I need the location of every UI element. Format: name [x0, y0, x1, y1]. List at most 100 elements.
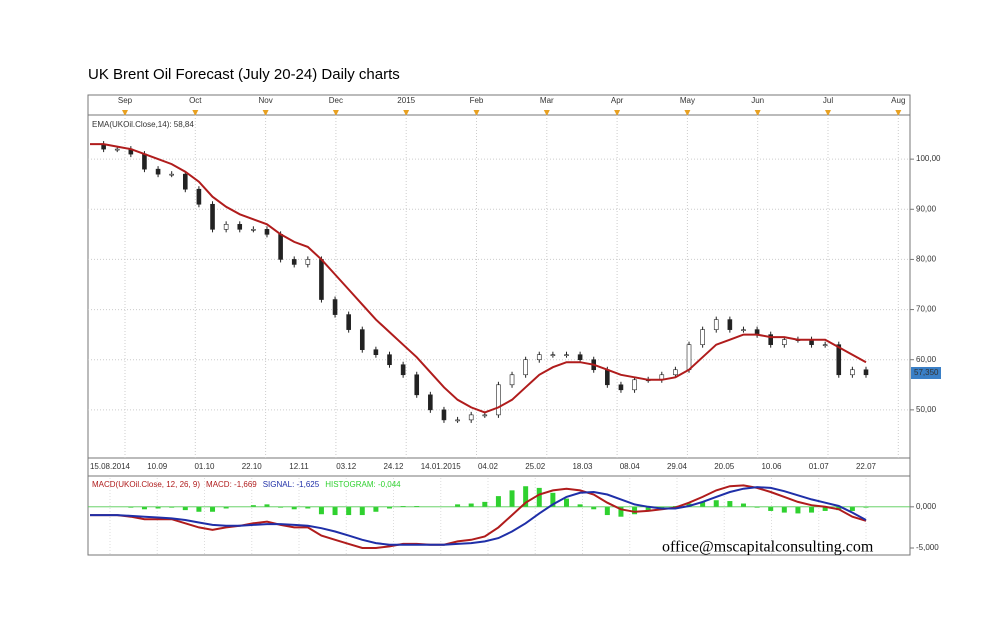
- histogram-bar: [863, 506, 869, 508]
- histogram-bar: [618, 506, 624, 517]
- candle-body: [850, 369, 855, 376]
- last-price-label: 57,350: [914, 368, 939, 377]
- candle-body: [536, 354, 542, 361]
- candle-body: [428, 394, 433, 411]
- histogram-bar: [509, 490, 515, 507]
- histogram-bar: [264, 504, 270, 507]
- x-tick-label: 22.07: [856, 462, 877, 471]
- histogram-bar: [141, 506, 147, 510]
- histogram-bar: [196, 506, 202, 512]
- x-tick-label: 24.12: [383, 462, 404, 471]
- indicator-label: MACD(UKOil.Close, 12, 26, 9) MACD: -1,669…: [92, 480, 401, 489]
- candle-body: [482, 414, 488, 417]
- candle-body: [523, 359, 528, 376]
- histogram-bar: [305, 506, 311, 509]
- histogram-bar: [809, 506, 815, 513]
- candle-body: [727, 319, 733, 330]
- month-marker: [543, 110, 550, 116]
- candle-body: [210, 203, 215, 230]
- histogram-bar: [278, 506, 284, 508]
- y-tick-label: 100,00: [916, 154, 941, 163]
- histogram-bar: [700, 501, 706, 507]
- candle-body: [291, 259, 297, 265]
- candle-body: [564, 354, 569, 356]
- month-marker: [825, 110, 831, 116]
- month-label: Jun: [751, 96, 764, 105]
- candle-body: [441, 409, 447, 421]
- candle-body: [686, 344, 692, 371]
- histogram-bar: [373, 506, 379, 512]
- x-tick-label: 01.10: [194, 462, 215, 471]
- histogram-bar: [250, 505, 256, 507]
- month-marker: [403, 110, 410, 116]
- line: [90, 486, 867, 546]
- candle-body: [400, 364, 406, 376]
- chart-title: UK Brent Oil Forecast (July 20-24) Daily…: [88, 66, 400, 83]
- candle-body: [278, 234, 283, 260]
- watermark: office@mscapitalconsulting.com: [662, 539, 874, 556]
- histogram-bar: [495, 496, 501, 507]
- histogram-bar: [387, 506, 393, 509]
- candle-body: [142, 153, 147, 170]
- histogram-bar: [550, 492, 556, 507]
- histogram-bar: [523, 486, 529, 507]
- histogram-bar: [781, 506, 787, 513]
- candle-body: [700, 329, 705, 345]
- y-tick-label: 90,00: [916, 204, 937, 213]
- month-marker: [122, 110, 128, 116]
- x-tick-label: 14.01.2015: [421, 462, 462, 471]
- candle-body: [822, 344, 828, 346]
- month-marker: [262, 110, 269, 116]
- histogram-bar: [713, 500, 719, 507]
- candle-body: [305, 259, 311, 265]
- x-tick-label: 20.05: [714, 462, 735, 471]
- candle-body: [455, 419, 460, 422]
- month-label: May: [680, 96, 695, 105]
- histogram-bar: [591, 506, 597, 510]
- x-tick-label: 04.02: [478, 462, 499, 471]
- histogram-bar: [155, 506, 161, 509]
- candle-body: [319, 259, 324, 300]
- x-tick-label: 01.07: [809, 462, 830, 471]
- legend-entry: HISTOGRAM: -0,044: [325, 480, 401, 489]
- candle-body: [264, 229, 270, 235]
- y-tick-label: -5,000: [916, 543, 939, 552]
- candle-body: [741, 329, 746, 331]
- histogram-bar: [223, 506, 229, 509]
- month-marker: [473, 110, 480, 116]
- month-label: Oct: [189, 96, 202, 105]
- month-label: Dec: [329, 96, 343, 105]
- candle-body: [387, 354, 392, 366]
- month-marker: [614, 110, 621, 116]
- histogram-bar: [536, 487, 542, 507]
- month-marker: [192, 110, 199, 116]
- histogram-bar: [563, 498, 569, 507]
- x-tick-label: 18.03: [572, 462, 593, 471]
- month-marker: [754, 110, 761, 116]
- x-tick-label: 10.09: [147, 462, 168, 471]
- histogram-bar: [210, 506, 216, 512]
- histogram-bar: [482, 501, 488, 507]
- candle-body: [496, 384, 501, 416]
- histogram-bar: [128, 506, 134, 508]
- histogram-bar: [754, 506, 760, 508]
- x-tick-label: 15.08.2014: [90, 462, 131, 471]
- histogram-bar: [604, 506, 610, 516]
- candle-body: [223, 224, 229, 230]
- histogram-bar: [577, 504, 583, 507]
- histogram-bar: [822, 506, 828, 511]
- month-marker: [895, 110, 902, 116]
- histogram-bar: [672, 506, 678, 507]
- x-tick-label: 25.02: [525, 462, 546, 471]
- histogram-bar: [332, 506, 338, 516]
- candle-body: [196, 188, 202, 205]
- candle-body: [182, 173, 188, 190]
- histogram-bar: [795, 506, 801, 514]
- histogram-bar: [645, 506, 651, 511]
- candle-body: [414, 374, 420, 396]
- histogram-bar: [468, 503, 474, 507]
- candle-body: [155, 168, 161, 175]
- legend-entry: EMA(UKOil.Close,14): 58,84: [92, 120, 194, 129]
- month-label: Jul: [823, 96, 833, 105]
- histogram-bar: [659, 506, 665, 508]
